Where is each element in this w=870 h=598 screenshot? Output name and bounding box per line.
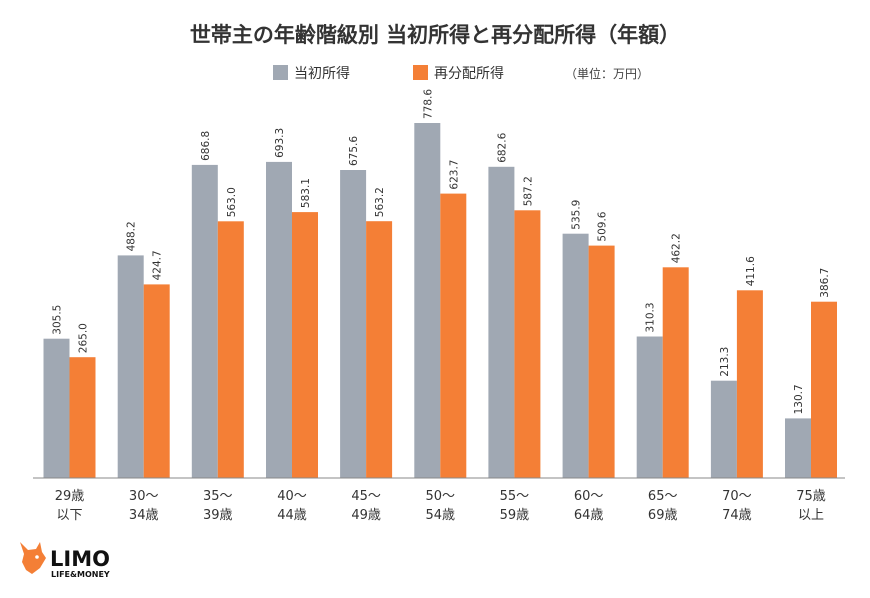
category-label-2-line-0: 35〜 xyxy=(203,489,233,504)
category-label-1-line-1: 34歳 xyxy=(129,508,159,523)
category-label-6-line-1: 59歳 xyxy=(500,508,530,523)
value-label-initial-3: 693.3 xyxy=(274,128,286,158)
value-label-initial-8: 310.3 xyxy=(645,302,657,332)
bar-initial-5 xyxy=(414,123,441,478)
category-label-0-line-1: 以下 xyxy=(56,508,82,523)
category-label-7-line-0: 60〜 xyxy=(574,489,604,504)
value-label-redistributed-5: 623.7 xyxy=(448,160,460,190)
unit-label: （単位：万円） xyxy=(565,66,649,81)
bar-redistributed-8 xyxy=(662,267,689,478)
bar-initial-2 xyxy=(191,164,218,478)
bar-redistributed-6 xyxy=(514,210,541,479)
value-label-redistributed-4: 563.2 xyxy=(374,187,386,217)
value-label-redistributed-8: 462.2 xyxy=(671,233,683,263)
value-label-redistributed-6: 587.2 xyxy=(522,176,534,206)
category-label-3-line-0: 40〜 xyxy=(277,489,307,504)
bar-redistributed-9 xyxy=(736,290,763,478)
bar-redistributed-1 xyxy=(143,284,170,478)
fox-head-icon xyxy=(20,542,46,574)
legend-label-initial: 当初所得 xyxy=(294,65,350,82)
category-label-8-line-1: 69歳 xyxy=(648,508,678,523)
category-label-9-line-1: 74歳 xyxy=(722,508,752,523)
legend-swatch-initial xyxy=(273,65,288,80)
bar-initial-1 xyxy=(117,255,144,478)
bars xyxy=(43,123,837,479)
category-label-8-line-0: 65〜 xyxy=(648,489,678,504)
bar-redistributed-5 xyxy=(440,193,467,478)
bar-initial-9 xyxy=(710,380,737,478)
bar-redistributed-7 xyxy=(588,245,615,478)
value-label-redistributed-10: 386.7 xyxy=(819,268,831,298)
bar-redistributed-3 xyxy=(292,212,318,478)
category-label-6-line-0: 55〜 xyxy=(500,489,530,504)
value-label-redistributed-2: 563.0 xyxy=(226,187,238,217)
legend-label-redistributed: 再分配所得 xyxy=(434,65,504,82)
value-label-initial-0: 305.5 xyxy=(52,305,64,335)
category-label-0-line-0: 29歳 xyxy=(55,489,85,504)
logo: LIMO LIFE&MONEY xyxy=(20,542,110,579)
logo-tagline: LIFE&MONEY xyxy=(51,570,110,579)
category-label-10-line-0: 75歳 xyxy=(796,489,826,504)
bar-initial-4 xyxy=(340,170,367,478)
bar-redistributed-10 xyxy=(811,301,837,478)
category-label-5-line-0: 50〜 xyxy=(426,489,456,504)
value-label-redistributed-7: 509.6 xyxy=(597,211,609,241)
value-label-initial-2: 686.8 xyxy=(200,131,212,161)
bar-redistributed-0 xyxy=(69,357,96,478)
value-label-redistributed-3: 583.1 xyxy=(300,178,312,208)
value-label-redistributed-1: 424.7 xyxy=(152,250,164,280)
bar-redistributed-2 xyxy=(217,221,244,479)
category-label-4-line-0: 45〜 xyxy=(351,489,381,504)
value-label-initial-1: 488.2 xyxy=(126,221,138,251)
value-label-initial-6: 682.6 xyxy=(496,132,508,162)
value-label-initial-7: 535.9 xyxy=(571,200,583,230)
value-label-redistributed-0: 265.0 xyxy=(78,323,90,353)
value-label-initial-4: 675.6 xyxy=(348,136,360,166)
bar-initial-7 xyxy=(562,233,589,478)
category-label-4-line-1: 49歳 xyxy=(351,508,381,523)
bar-initial-3 xyxy=(266,161,292,478)
bar-initial-10 xyxy=(785,418,811,478)
category-label-7-line-1: 64歳 xyxy=(574,508,604,523)
chart-title: 世帯主の年齢階級別 当初所得と再分配所得（年額） xyxy=(190,23,680,47)
value-labels: 305.5 265.0 488.2 424.7 686.8 563.0 693.3 583.1… xyxy=(52,89,832,415)
legend-swatch-redistributed xyxy=(413,65,428,80)
bar-initial-0 xyxy=(43,338,70,478)
legend: 当初所得 再分配所得 （単位：万円） xyxy=(273,65,649,82)
value-label-initial-5: 778.6 xyxy=(422,89,434,119)
value-label-redistributed-9: 411.6 xyxy=(745,256,757,286)
bar-initial-8 xyxy=(636,336,663,478)
logo-name: LIMO xyxy=(50,547,110,571)
category-label-2-line-1: 39歳 xyxy=(203,508,233,523)
category-label-10-line-1: 以上 xyxy=(798,508,824,523)
value-label-initial-10: 130.7 xyxy=(793,384,805,414)
category-label-9-line-0: 70〜 xyxy=(722,489,752,504)
category-label-5-line-1: 54歳 xyxy=(426,508,456,523)
category-label-3-line-1: 44歳 xyxy=(277,508,307,523)
bar-redistributed-4 xyxy=(366,221,393,478)
category-label-1-line-0: 30〜 xyxy=(129,489,159,504)
bar-initial-6 xyxy=(488,166,515,479)
value-label-initial-9: 213.3 xyxy=(719,347,731,377)
